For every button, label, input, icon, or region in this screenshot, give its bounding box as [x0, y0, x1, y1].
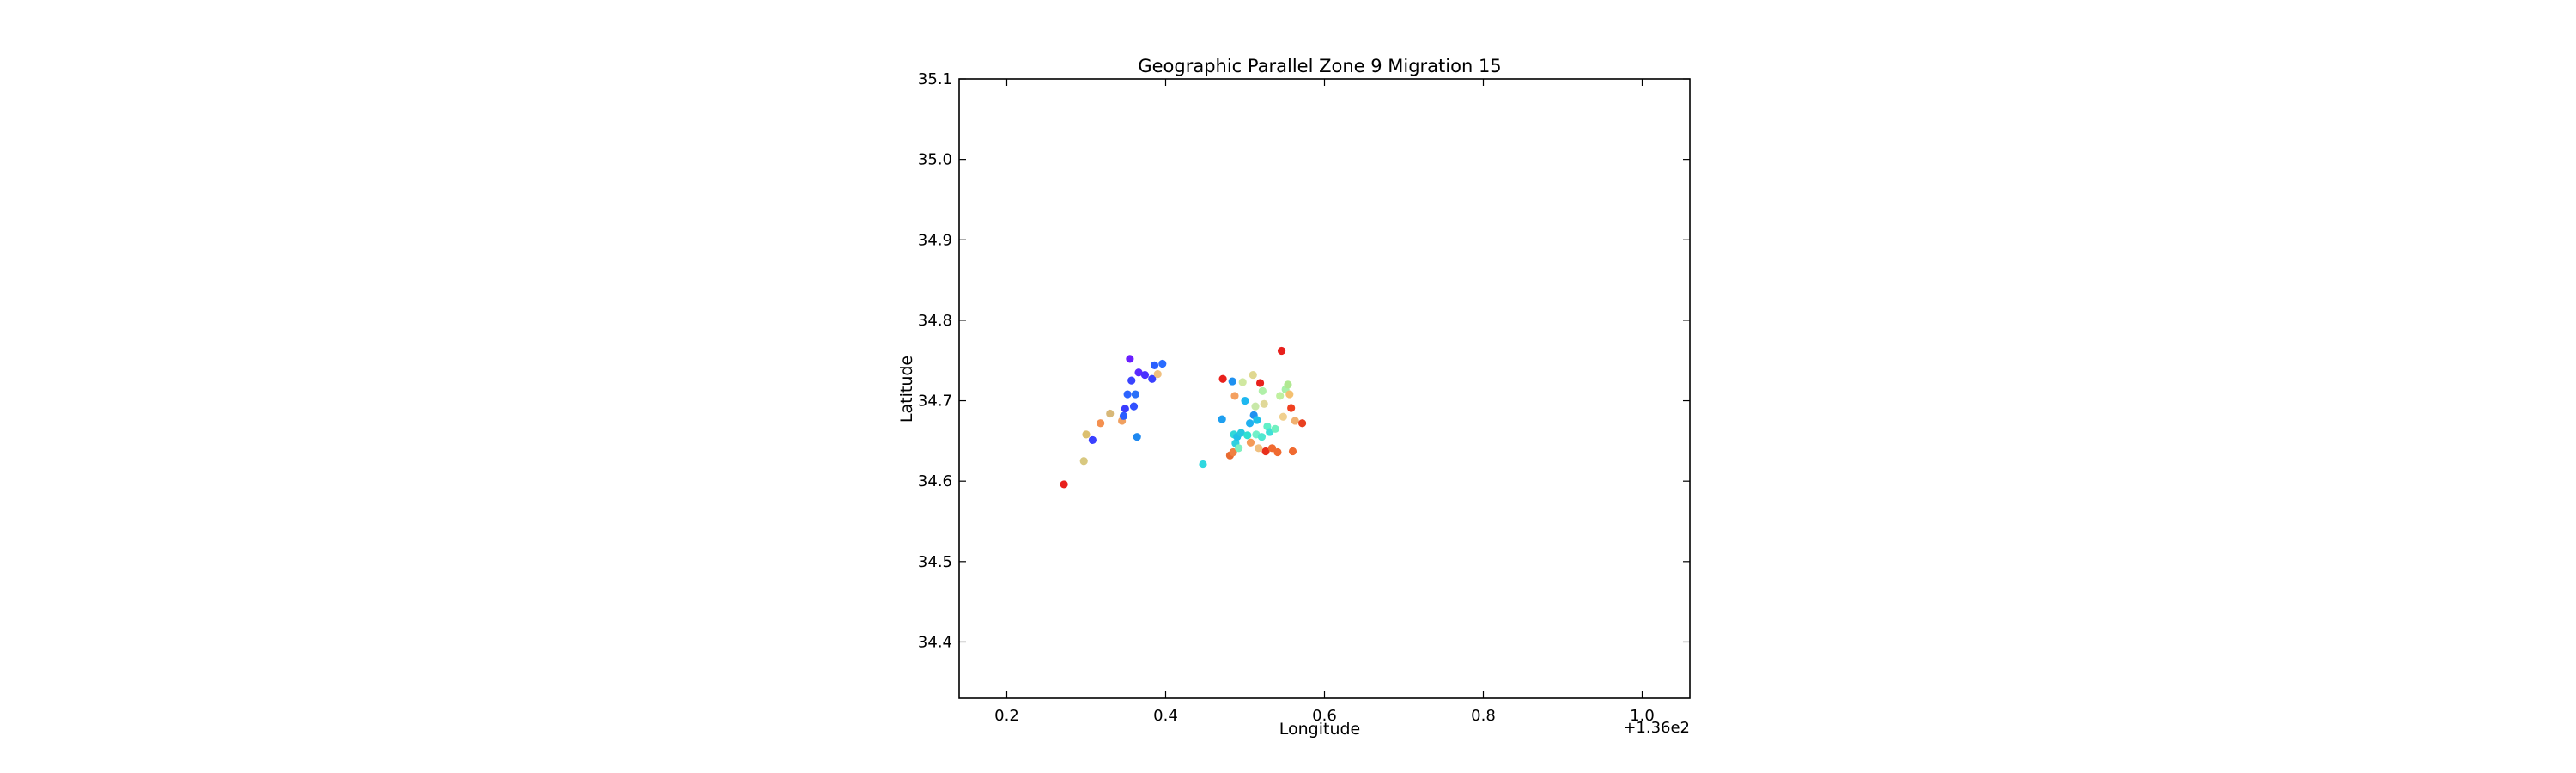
points-layer [1060, 346, 1307, 489]
scatter-point [1134, 368, 1143, 377]
scatter-point [1228, 377, 1236, 386]
scatter-point [1236, 429, 1245, 437]
scatter-point [1127, 376, 1136, 385]
scatter-point [1251, 402, 1260, 411]
scatter-point [1291, 417, 1299, 425]
scatter-point [1088, 435, 1097, 445]
x-tick-label: 0.8 [1471, 707, 1496, 725]
scatter-point [1284, 380, 1292, 389]
chart-title: Geographic Parallel Zone 9 Migration 15 [1138, 56, 1501, 76]
scatter-point [1238, 378, 1247, 386]
y-tick-label: 34.5 [918, 553, 952, 571]
scatter-point [1298, 419, 1307, 428]
scatter-point [1258, 386, 1267, 395]
y-tick-label: 34.8 [918, 312, 952, 330]
y-tick-label: 34.9 [918, 231, 952, 249]
x-axis-offset-label: +1.36e2 [1623, 719, 1690, 737]
scatter-point [1246, 438, 1255, 447]
scatter-point [1253, 416, 1261, 424]
y-axis-label: Latitude [897, 356, 916, 423]
scatter-point [1267, 444, 1277, 453]
scatter-point [1276, 392, 1285, 400]
scatter-point [1257, 433, 1267, 441]
scatter-point [1140, 370, 1150, 380]
scatter-point [1123, 390, 1132, 399]
scatter-point [1148, 374, 1157, 383]
x-tick-label: 0.4 [1153, 707, 1178, 725]
scatter-point [1218, 374, 1227, 383]
plot-area: 0.2 0.4 0.6 0.8 1.0 34.4 34.5 34.6 34.7 34.8 34.9… [918, 70, 1691, 725]
scatter-point [1121, 405, 1129, 413]
scatter-point [1097, 419, 1105, 428]
scatter-point [1230, 392, 1239, 400]
axes-frame [958, 78, 1691, 699]
y-tick-label: 34.4 [918, 633, 952, 651]
scatter-point [1133, 433, 1141, 441]
x-tick-label: 0.2 [994, 707, 1019, 725]
scatter-point [1271, 424, 1279, 433]
scatter-point [1241, 396, 1249, 405]
scatter-point [1243, 431, 1252, 440]
y-axis-ticks: 34.4 34.5 34.6 34.7 34.8 34.9 35.0 35.1 [918, 70, 1690, 651]
scatter-point [1255, 379, 1265, 387]
scatter-point [1229, 447, 1237, 457]
scatter-point [1287, 404, 1296, 412]
scatter-point [1106, 409, 1115, 418]
x-tick-label: 1.0 [1630, 707, 1655, 725]
scatter-point [1260, 399, 1268, 408]
scatter-point [1126, 355, 1134, 363]
scatter-point [1150, 361, 1159, 369]
y-tick-label: 35.1 [918, 70, 952, 88]
x-axis-ticks: 0.2 0.4 0.6 0.8 1.0 [994, 79, 1655, 725]
scatter-point [1131, 390, 1139, 399]
scatter-point [1129, 402, 1139, 411]
y-tick-label: 34.7 [918, 393, 952, 411]
scatter-point [1249, 370, 1257, 380]
scatter-point [1060, 480, 1068, 489]
x-tick-label: 0.6 [1312, 707, 1337, 725]
scatter-point [1158, 359, 1167, 368]
y-tick-label: 35.0 [918, 151, 952, 169]
scatter-point [1079, 457, 1088, 466]
scatter-point [1082, 430, 1091, 439]
scatter-point [1285, 390, 1294, 399]
scatter-point [1245, 419, 1255, 428]
y-tick-label: 34.6 [918, 472, 952, 490]
scatter-point [1273, 447, 1282, 457]
scatter-point [1218, 415, 1226, 423]
scatter-point [1119, 411, 1128, 420]
x-axis-label: Longitude [1279, 720, 1361, 739]
scatter-point [1277, 346, 1286, 356]
scatter-point [1279, 412, 1287, 421]
scatter-point [1288, 447, 1297, 456]
scatter-point [1255, 444, 1263, 453]
scatter-point [1199, 460, 1207, 469]
scatter-point [1261, 447, 1270, 456]
scatter-point [1235, 444, 1243, 453]
scatter-point [1153, 370, 1162, 379]
